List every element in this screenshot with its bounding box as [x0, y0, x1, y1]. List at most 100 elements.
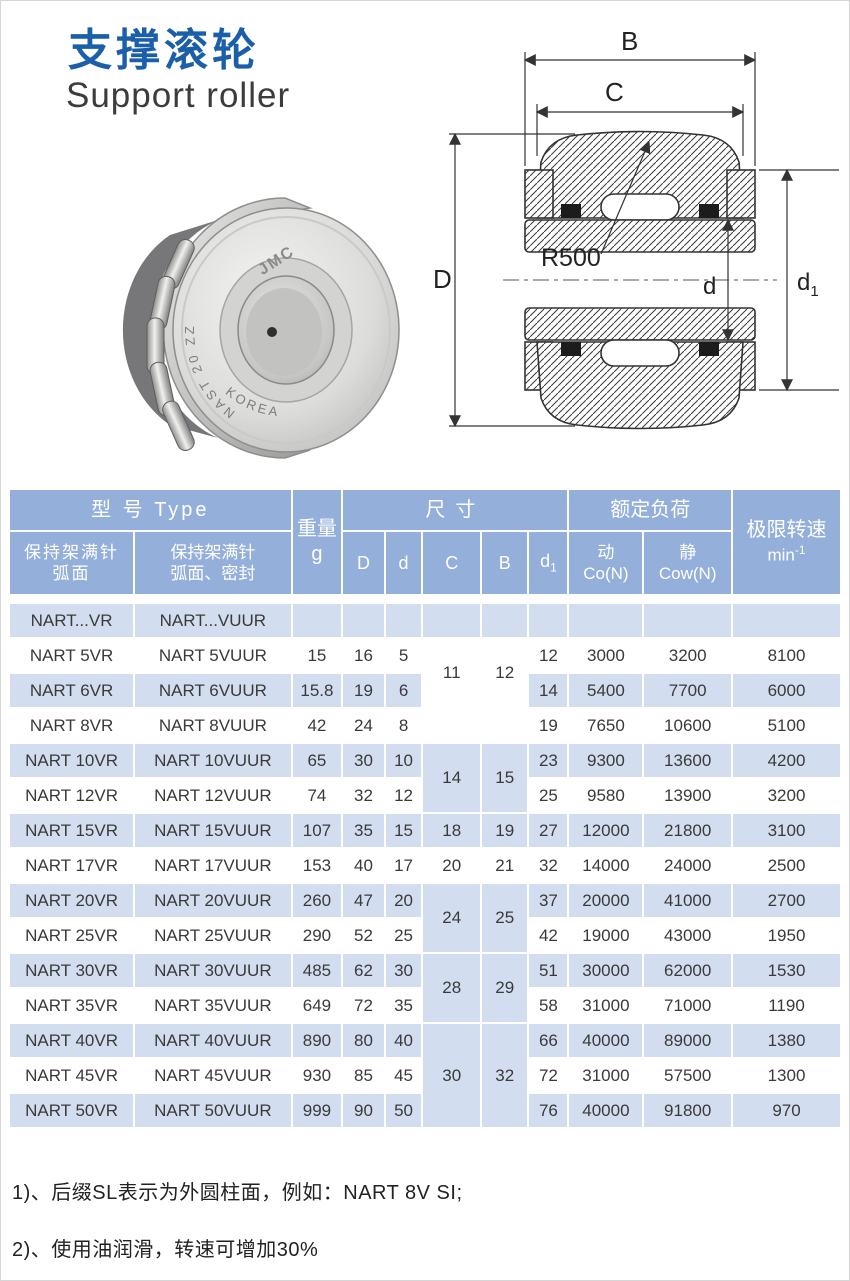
- cell-vuur: NART 15VUUR: [135, 814, 291, 847]
- table-row: NART 30VR NART 30VUUR 485 62 30 28 29 51…: [10, 954, 840, 1022]
- cell-C-merged: 11: [423, 639, 481, 707]
- cell-d: 15: [385, 814, 422, 847]
- cell-speed: 3200: [733, 779, 840, 812]
- header-col-D: D: [343, 532, 384, 594]
- cell-vuur: NART 20VUUR: [135, 884, 291, 917]
- cell-co: 31000: [569, 989, 643, 1022]
- specification-table: 型 号 Type 重量 g 尺寸 额定负荷 极限转速 min-1 保持架满针 弧…: [8, 488, 842, 1129]
- cell-d: 25: [385, 919, 422, 952]
- cell-d: 12: [385, 779, 422, 812]
- cell-weight: 107: [292, 814, 342, 847]
- cell-d1: 72: [529, 1059, 568, 1092]
- header-col-B: B: [482, 532, 528, 594]
- cell-co: 3000: [569, 639, 643, 672]
- cell-co: 9580: [569, 779, 643, 812]
- cell-weight: 260: [292, 884, 342, 917]
- cell-C: 18: [423, 814, 481, 847]
- cell-vuur: NART 5VUUR: [135, 639, 291, 672]
- dim-label-C: C: [605, 77, 624, 107]
- cell-C: 20: [423, 849, 481, 882]
- cell-vr: NART 8VR: [10, 709, 134, 742]
- cell-B-merged: 12: [482, 639, 528, 707]
- cell-vr: NART 20VR: [10, 884, 134, 917]
- header-body-gap: [10, 596, 840, 602]
- cell-d: 45: [385, 1059, 422, 1092]
- table-row: NART 12VR NART 12VUUR 74 32 12 25 9580 1…: [10, 779, 840, 812]
- cell-cow: [644, 604, 732, 637]
- cell-co: [569, 604, 643, 637]
- cell-D: 72: [343, 989, 384, 1022]
- cell-cow: 7700: [644, 674, 732, 707]
- cell-vr: NART 10VR: [10, 744, 134, 777]
- cell-vuur: NART 50VUUR: [135, 1094, 291, 1127]
- cell-speed: 8100: [733, 639, 840, 672]
- cell-d: [385, 604, 422, 637]
- cell-vr: NART...VR: [10, 604, 134, 637]
- cell-D: 32: [343, 779, 384, 812]
- cell-vr: NART 40VR: [10, 1024, 134, 1057]
- cell-d1: 42: [529, 919, 568, 952]
- cell-vuur: NART...VUUR: [135, 604, 291, 637]
- outer-ring-top: [536, 130, 744, 219]
- header-col-d1: d1: [529, 532, 568, 594]
- cell-D: 35: [343, 814, 384, 847]
- cell-d1: 27: [529, 814, 568, 847]
- cell-speed: 6000: [733, 674, 840, 707]
- outer-ring-bottom: [536, 341, 744, 430]
- cell-C-merged: 30: [423, 1024, 481, 1127]
- cell-d: 5: [385, 639, 422, 672]
- cell-d: 8: [385, 709, 422, 742]
- cell-co: 5400: [569, 674, 643, 707]
- bearing-photo-illustration: JMC NAST 20 ZZ KOREA: [122, 197, 400, 459]
- cell-weight: 649: [292, 989, 342, 1022]
- seal-top-left: [561, 204, 581, 218]
- header-col-d: d: [385, 532, 422, 594]
- dim-label-d: d: [703, 273, 716, 300]
- cell-speed: 1380: [733, 1024, 840, 1057]
- cell-vr: NART 17VR: [10, 849, 134, 882]
- bearing-front-face: [172, 207, 400, 453]
- cell-d1: 25: [529, 779, 568, 812]
- footnote-1: 1)、后缀SL表示为外圆柱面，例如：NART 8V SI;: [12, 1182, 463, 1204]
- table-row: NART 6VR NART 6VUUR 15.8 19 6 14 5400 77…: [10, 674, 840, 707]
- cell-weight: 42: [292, 709, 342, 742]
- cell-d: 17: [385, 849, 422, 882]
- cell-weight: 74: [292, 779, 342, 812]
- cell-vr: NART 5VR: [10, 639, 134, 672]
- table-row: NART 17VR NART 17VUUR 153 40 17 20 21 32…: [10, 849, 840, 882]
- table-row: NART 50VR NART 50VUUR 999 90 50 76 40000…: [10, 1094, 840, 1127]
- cell-speed: 1530: [733, 954, 840, 987]
- cell-C-merged: 14: [423, 744, 481, 812]
- cell-D: 30: [343, 744, 384, 777]
- table-row: NART 5VR NART 5VUUR 15 16 5 11 12 12 300…: [10, 639, 840, 707]
- cell-d1: 51: [529, 954, 568, 987]
- cell-cow: 91800: [644, 1094, 732, 1127]
- needle-rollers: [146, 239, 195, 451]
- cell-cow: 89000: [644, 1024, 732, 1057]
- roller-bottom: [600, 339, 680, 367]
- cell-D: 16: [343, 639, 384, 672]
- cell-D: 90: [343, 1094, 384, 1127]
- cell-D: 24: [343, 709, 384, 742]
- table-row: NART...VR NART...VUUR: [10, 604, 840, 637]
- cell-B: [482, 709, 528, 742]
- header-dynamic-load: 动 Co(N): [569, 532, 643, 594]
- cell-weight: [292, 604, 342, 637]
- cell-vr: NART 25VR: [10, 919, 134, 952]
- table-row: NART 20VR NART 20VUUR 260 47 20 24 25 37…: [10, 884, 840, 952]
- dim-label-D: D: [433, 264, 452, 294]
- cell-vr: NART 45VR: [10, 1059, 134, 1092]
- cell-vuur: NART 8VUUR: [135, 709, 291, 742]
- header-type-sealed: 保持架满针 弧面、密封: [135, 532, 291, 594]
- cell-vr: NART 12VR: [10, 779, 134, 812]
- cell-d1: 66: [529, 1024, 568, 1057]
- cell-speed: 970: [733, 1094, 840, 1127]
- cell-vuur: NART 30VUUR: [135, 954, 291, 987]
- cell-d1: 23: [529, 744, 568, 777]
- cell-d1: 76: [529, 1094, 568, 1127]
- header-type-open: 保持架满针 弧面: [10, 532, 134, 594]
- radius-leader-line: [600, 140, 651, 255]
- cell-vr: NART 15VR: [10, 814, 134, 847]
- cell-d1: 19: [529, 709, 568, 742]
- cell-cow: 41000: [644, 884, 732, 917]
